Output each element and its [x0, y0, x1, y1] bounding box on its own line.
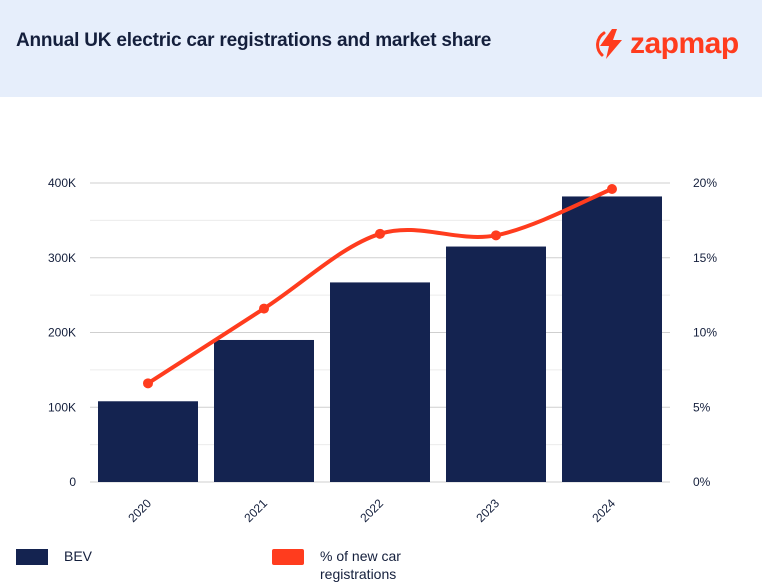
x-tick-label: 2021 [241, 496, 270, 525]
legend-label-share: % of new car registrations [320, 548, 401, 582]
y-right-tick-label: 0% [693, 475, 711, 489]
y-left-tick-label: 400K [48, 176, 76, 190]
brand-logo-text: zapmap [630, 27, 739, 60]
y-right-tick-label: 5% [693, 400, 711, 414]
y-left-tick-label: 100K [48, 400, 76, 414]
y-right-tick-label: 20% [693, 176, 717, 190]
x-tick-label: 2024 [589, 496, 618, 525]
y-left-tick-label: 0 [69, 475, 76, 489]
bar-bev [446, 246, 546, 482]
legend-label-bev: BEV [64, 548, 93, 564]
zapmap-bolt-icon [596, 29, 622, 59]
line-point-market-share [607, 183, 617, 194]
x-tick-label: 2023 [473, 496, 502, 525]
y-right-tick-label: 15% [693, 251, 717, 265]
legend-item-share: % of new car registrations [272, 547, 430, 583]
bar-bev [214, 339, 314, 482]
legend-swatch-bev [16, 549, 48, 565]
line-point-market-share [375, 228, 385, 239]
chart-header: Annual UK electric car registrations and… [0, 0, 762, 97]
line-point-market-share [259, 303, 269, 314]
y-left-tick-label: 300K [48, 251, 76, 265]
chart-area: 0 100K 200K 300K 400K 0% 5% 10% 15% 20% 2020 2021 20… [48, 176, 717, 525]
x-tick-label: 2020 [125, 496, 154, 525]
chart-title: Annual UK electric car registrations and… [16, 30, 492, 51]
line-point-market-share [143, 378, 153, 389]
y-right-tick-label: 10% [693, 326, 717, 340]
y-left-tick-label: 200K [48, 326, 76, 340]
bar-bev [98, 401, 198, 482]
legend-swatch-share [272, 549, 304, 565]
bar-bev [562, 196, 662, 482]
bar-bev [330, 282, 430, 482]
brand-logo: zapmap [596, 26, 739, 62]
x-tick-label: 2022 [357, 496, 386, 525]
line-point-market-share [491, 230, 501, 241]
legend-item-bev: BEV [16, 547, 92, 565]
